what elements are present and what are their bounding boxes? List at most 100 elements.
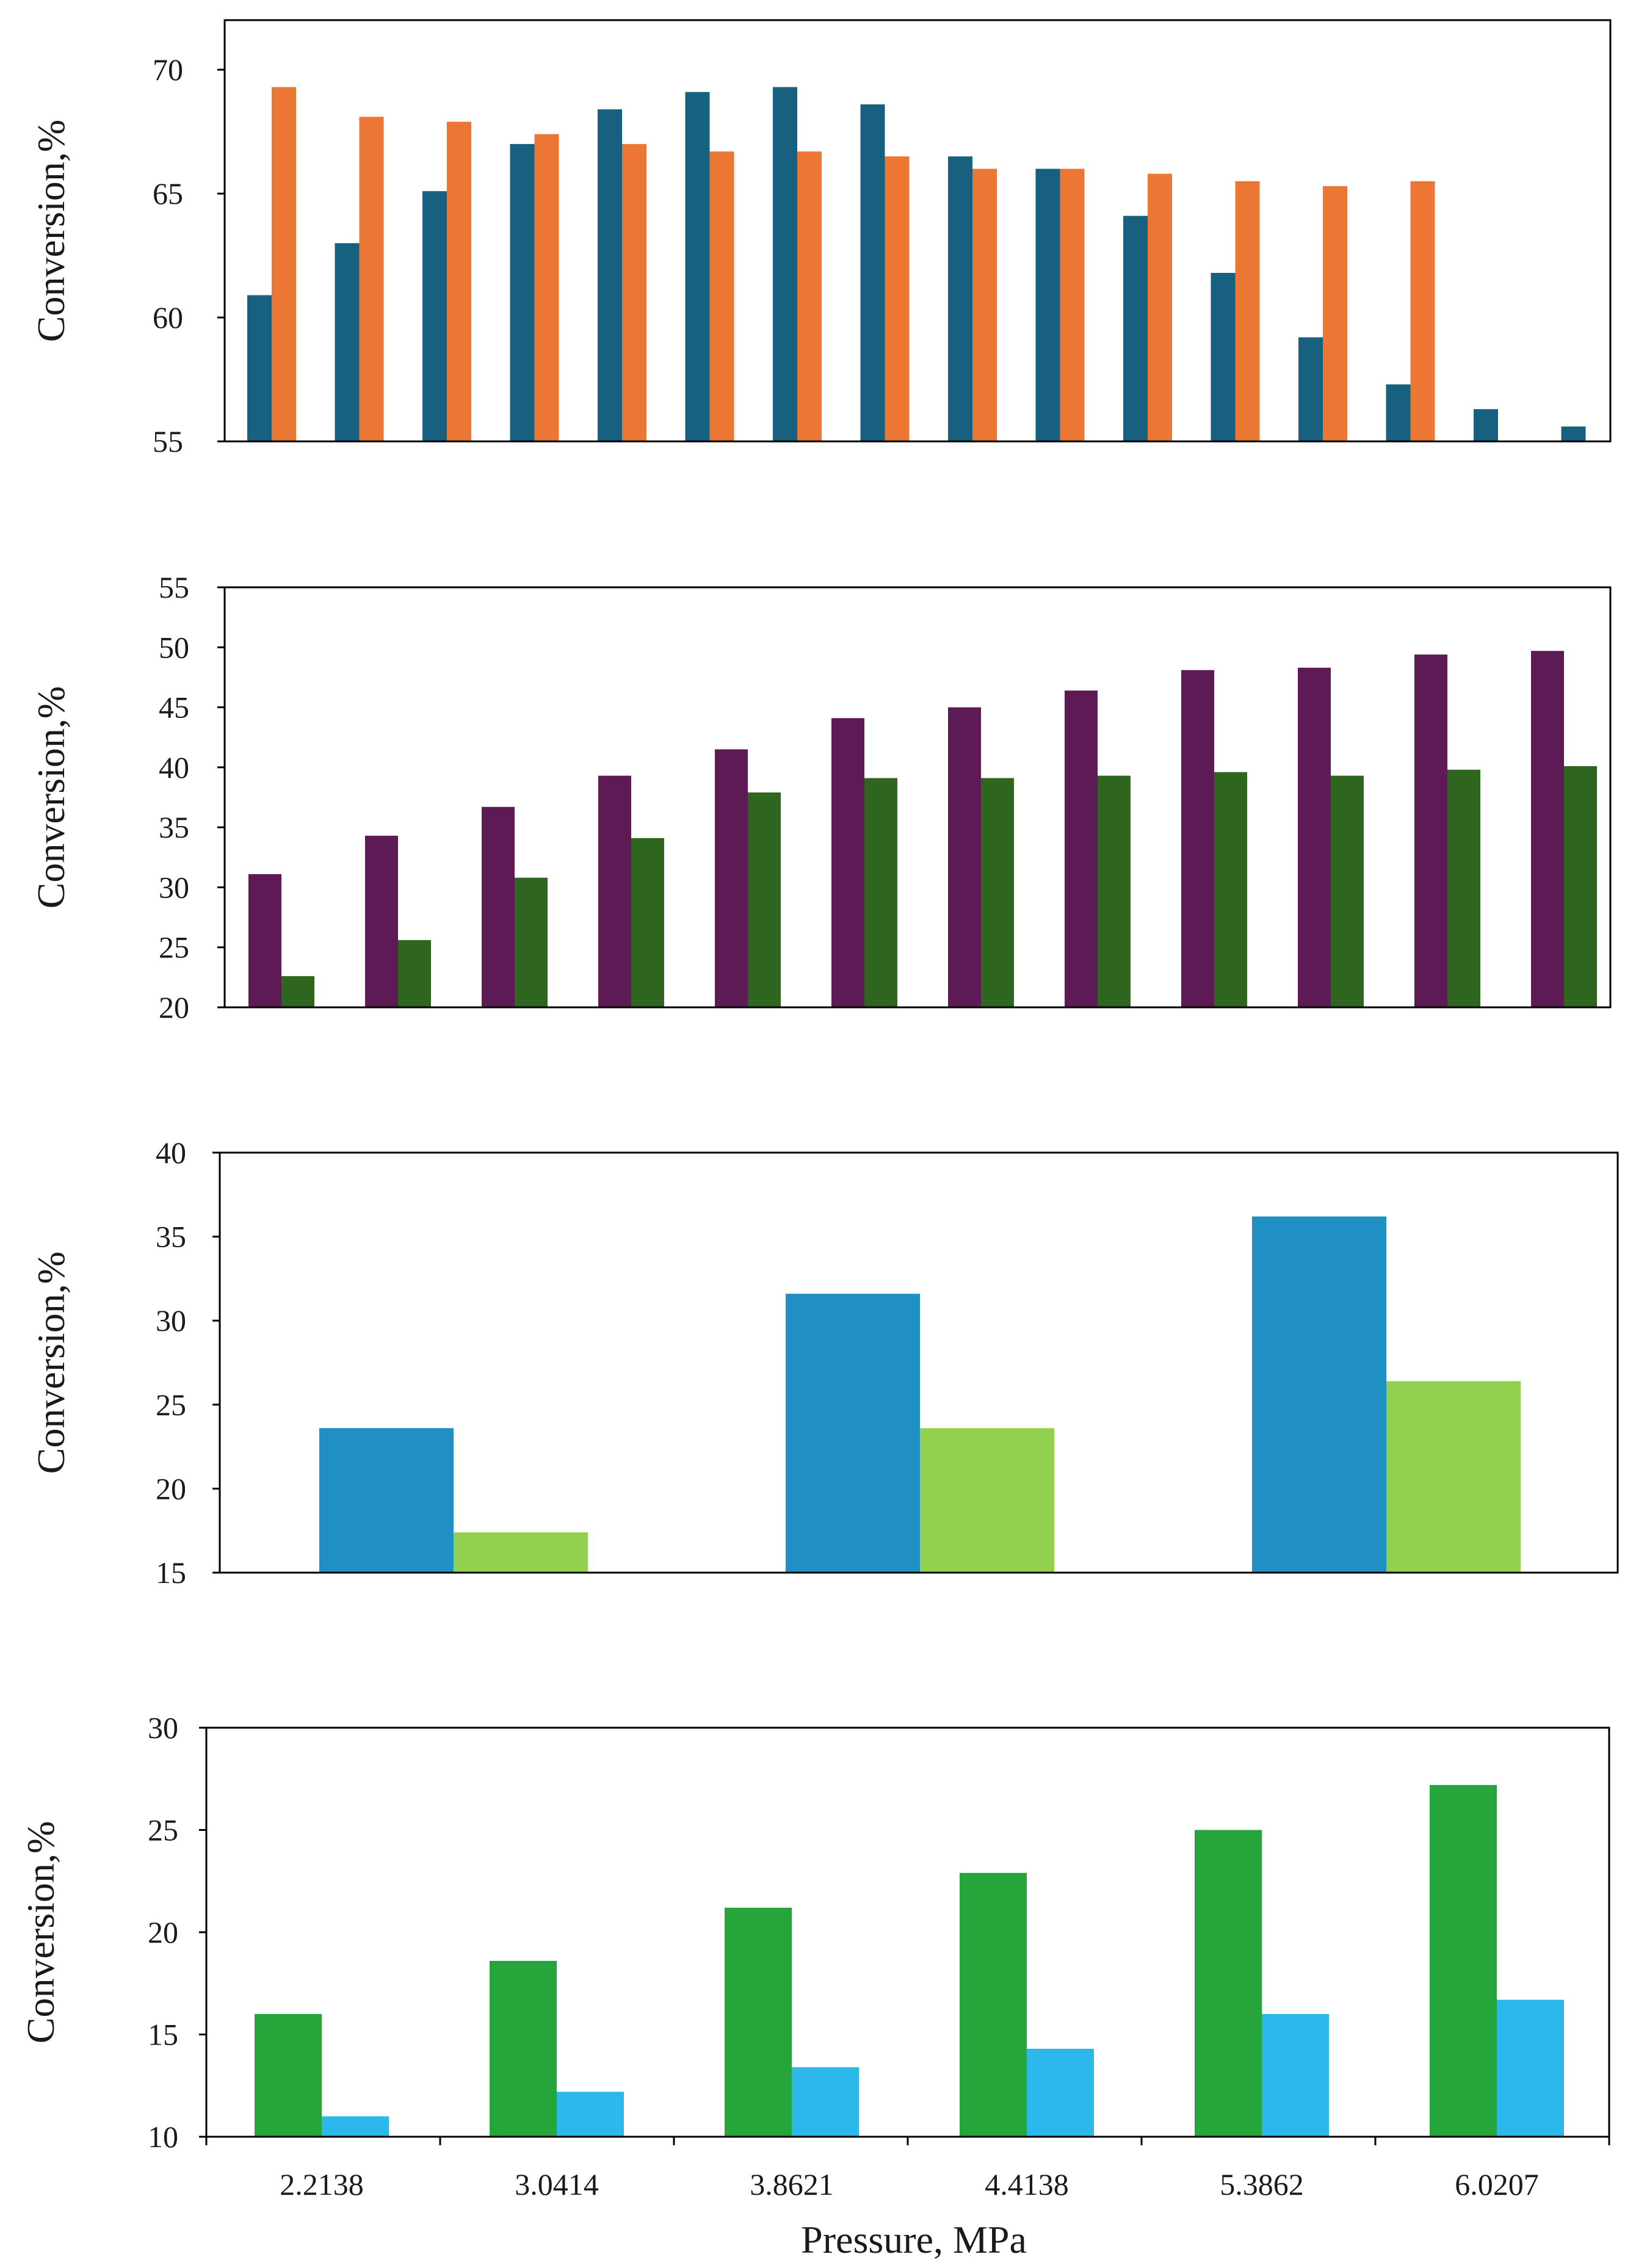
panel-2-bar-a-9 [1181, 670, 1214, 1007]
panel-1-bar-b-5 [622, 143, 646, 441]
panel-2-bar-a-2 [365, 835, 398, 1007]
panel-4-bar-a-6 [1430, 1784, 1497, 2137]
panel-2-bar-b-1 [281, 976, 314, 1007]
panel-1-bar-a-15 [1474, 409, 1498, 441]
panel-4-y-axis-title: Conversion,% [19, 1821, 62, 2043]
panel-3-plot-frame [219, 1151, 1619, 1574]
panel-1-bar-a-3 [422, 191, 447, 441]
panel-4: 10 15 20 25 30 2.2138 3.0414 3.8621 4.4138 5.386… [19, 1711, 1610, 2201]
panel-4-bar-a-3 [725, 1907, 792, 2137]
panel-4-bar-b-6 [1497, 1999, 1564, 2137]
panel-1-y-tick-label-60: 60 [153, 300, 183, 335]
panel-1-bar-b-8 [885, 156, 910, 441]
panel-1-bar-a-8 [860, 104, 885, 441]
panel-4-bar-b-2 [557, 2092, 624, 2137]
panel-4-bar-a-4 [960, 1872, 1027, 2137]
panel-2-bar-a-7 [948, 707, 981, 1007]
x-tick-label-4: 4.4138 [985, 2167, 1069, 2201]
panel-1-y-tick-label-70: 70 [153, 53, 183, 87]
panel-2-bar-b-2 [398, 940, 431, 1007]
panel-2: 20 25 30 35 40 45 50 55 Conversion,% [29, 570, 1612, 1024]
panel-1-bar-a-5 [598, 109, 622, 442]
panel-1-bar-a-13 [1298, 337, 1323, 441]
panel-1-bar-b-2 [359, 117, 384, 442]
panel-1-bar-b-7 [797, 151, 822, 441]
panel-3: 15 20 25 30 35 40 Conversion,% [29, 1136, 1619, 1590]
panel-1-bar-a-16 [1561, 426, 1586, 441]
panel-1-y-tick-label-55: 55 [153, 424, 183, 458]
panel-1-bar-a-4 [510, 143, 535, 441]
panel-1-bar-a-9 [948, 156, 972, 441]
panel-2-bar-b-9 [1214, 772, 1247, 1007]
panel-1-bar-a-1 [247, 295, 272, 441]
panel-2-y-tick-label-25: 25 [159, 930, 189, 965]
panel-2-bar-b-10 [1331, 775, 1364, 1007]
panel-2-bar-b-7 [981, 778, 1014, 1007]
panel-2-bar-a-12 [1531, 651, 1564, 1007]
panel-4-bar-a-5 [1195, 1830, 1262, 2137]
panel-3-bar-a-3 [1252, 1216, 1386, 1573]
panel-2-bar-a-11 [1414, 654, 1447, 1007]
x-tick-label-2: 3.0414 [515, 2167, 599, 2201]
panel-2-bar-a-6 [831, 718, 864, 1007]
panel-2-y-tick-label-35: 35 [159, 810, 189, 844]
panel-4-bar-b-3 [792, 2067, 859, 2137]
panel-1-bar-b-13 [1323, 186, 1347, 441]
panel-2-bar-a-3 [482, 806, 515, 1007]
panel-2-bar-b-11 [1447, 769, 1480, 1007]
panel-3-y-axis: 15 20 25 30 35 40 [156, 1136, 220, 1590]
panel-3-y-tick-label-25: 25 [156, 1388, 186, 1422]
panel-3-y-tick-label-30: 30 [156, 1303, 186, 1338]
panel-4-bar-a-1 [255, 2014, 322, 2137]
panel-4-y-tick-label-25: 25 [148, 1813, 178, 1847]
panel-2-bar-b-12 [1564, 766, 1597, 1007]
panel-4-y-tick-label-10: 10 [148, 2120, 178, 2154]
panel-2-y-axis-title: Conversion,% [29, 686, 73, 908]
x-tick-label-6: 6.0207 [1455, 2167, 1539, 2201]
panel-2-y-tick-label-40: 40 [159, 750, 189, 784]
panel-2-bar-a-5 [715, 749, 748, 1007]
panel-2-bars [248, 651, 1597, 1007]
panel-1-bar-b-9 [972, 168, 997, 441]
panel-1-bar-b-4 [534, 134, 559, 441]
panel-1-bar-b-12 [1235, 181, 1260, 441]
panel-3-bar-b-1 [454, 1532, 588, 1573]
panel-2-bar-b-4 [631, 838, 664, 1007]
panel-3-y-tick-label-15: 15 [156, 1556, 186, 1590]
panel-2-y-tick-label-55: 55 [159, 570, 189, 604]
panel-1-bar-a-2 [335, 243, 360, 441]
panel-2-bar-a-4 [598, 775, 631, 1007]
panel-3-bar-a-2 [786, 1294, 920, 1573]
panel-4-y-axis: 10 15 20 25 30 [148, 1711, 206, 2154]
x-axis-title: Pressure, MPa [801, 2218, 1027, 2261]
panel-4-bar-b-5 [1262, 2014, 1329, 2137]
panel-3-bars [319, 1216, 1521, 1573]
x-tick-label-5: 5.3862 [1220, 2167, 1304, 2201]
panel-1-bar-b-1 [272, 87, 296, 442]
panel-3-bar-b-2 [920, 1428, 1054, 1573]
panel-2-bar-a-10 [1298, 667, 1331, 1007]
panel-1-bar-b-6 [709, 151, 734, 441]
panel-1-bar-a-11 [1123, 216, 1148, 441]
panel-1-bar-b-3 [447, 121, 471, 441]
panel-2-y-tick-label-50: 50 [159, 630, 189, 664]
panel-1-bar-a-6 [685, 92, 710, 441]
panel-3-y-tick-label-20: 20 [156, 1471, 186, 1505]
panel-3-bar-b-3 [1386, 1381, 1521, 1573]
panel-2-y-axis: 20 25 30 35 40 45 50 55 [159, 570, 225, 1024]
panel-4-bar-b-4 [1027, 2048, 1094, 2137]
panel-1-bar-b-10 [1060, 168, 1085, 441]
panel-2-bar-b-8 [1098, 775, 1131, 1007]
panel-1-bar-a-12 [1211, 273, 1236, 441]
panel-1-y-tick-label-65: 65 [153, 176, 183, 211]
panel-4-bars [255, 1784, 1564, 2137]
panel-4-y-tick-label-15: 15 [148, 2018, 178, 2052]
panel-1-y-axis: 55 60 65 70 [153, 53, 225, 458]
panel-2-plot-frame [223, 586, 1612, 1009]
x-tick-label-1: 2.2138 [280, 2167, 364, 2201]
panel-4-x-axis: 2.2138 3.0414 3.8621 4.4138 5.3862 6.0207 [205, 2137, 1610, 2201]
panel-3-bar-a-1 [319, 1428, 454, 1573]
panel-2-bar-b-5 [748, 792, 781, 1007]
